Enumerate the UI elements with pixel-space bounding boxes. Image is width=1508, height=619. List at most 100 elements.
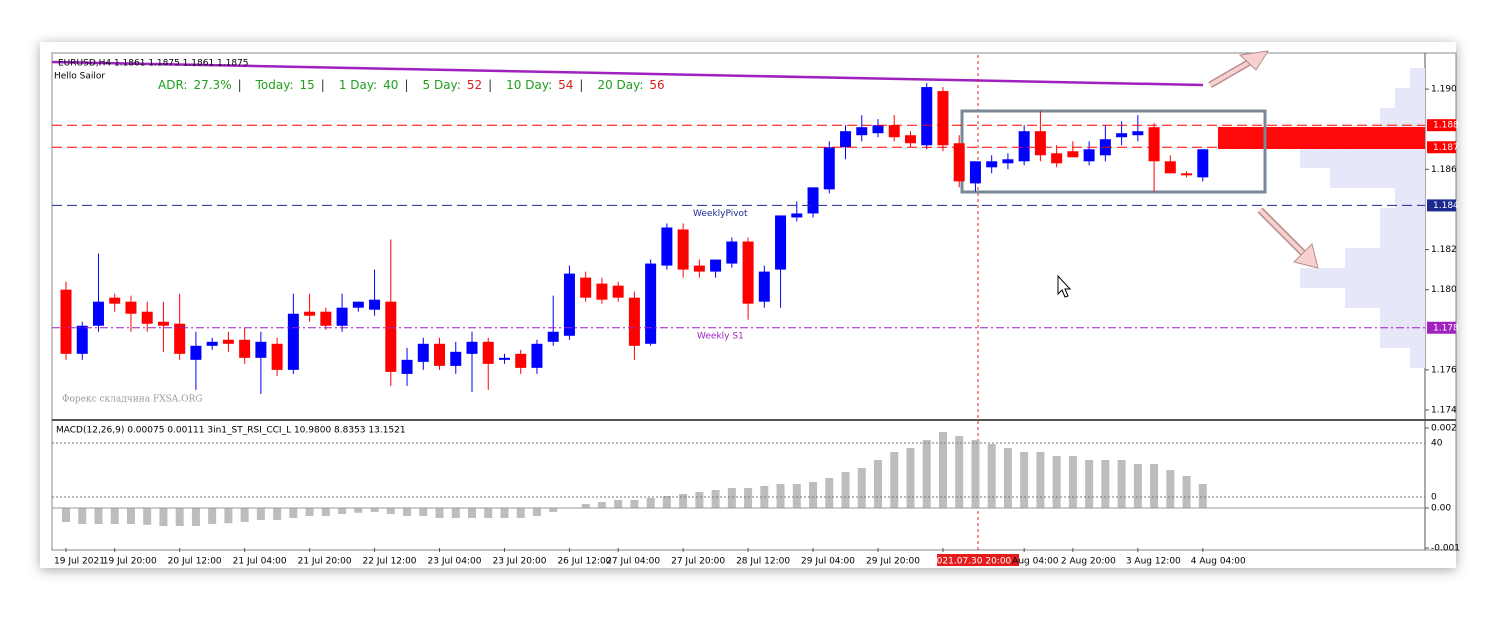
histogram-bar (987, 444, 996, 508)
histogram-bar (792, 484, 801, 508)
candle-body (141, 311, 153, 324)
candle-body (60, 289, 72, 354)
candle-body (693, 265, 705, 272)
candle-body (222, 339, 234, 344)
stat-separator: | (404, 78, 409, 92)
candle-body (304, 311, 316, 316)
candle-body (742, 241, 754, 304)
histogram-bar (208, 508, 217, 524)
y-tick-label: -0.001 (1431, 544, 1460, 554)
x-tick-label: 21 Jul 20:00 (298, 557, 352, 567)
candle-body (953, 143, 965, 182)
histogram-bar (224, 508, 233, 524)
histogram-bar (776, 484, 785, 508)
candle-body (287, 313, 299, 370)
histogram-bar (1101, 460, 1110, 508)
histogram-bar (289, 508, 298, 518)
stat-label: 20 Day: (597, 78, 644, 92)
histogram-bar (922, 440, 931, 508)
stat-separator: | (579, 78, 584, 92)
candle-body (677, 229, 689, 270)
histogram-bar (338, 508, 347, 514)
x-tick-label: 2 Aug 20:00 (1061, 557, 1116, 567)
histogram-bar (646, 498, 655, 508)
histogram-bar (500, 508, 509, 518)
candle-body (450, 351, 462, 366)
stat-value: 40 (383, 78, 399, 92)
candle-body (466, 341, 478, 354)
histogram-bar (386, 508, 395, 514)
histogram-bar (841, 472, 850, 508)
y2-tick-label: 40 (1431, 439, 1443, 449)
chart-title: EURUSD,H4 1.1861 1.1875 1.1861 1.1875 (58, 59, 249, 69)
candle-body (563, 273, 575, 336)
histogram-bar (1166, 470, 1175, 508)
stat-label: ADR: (158, 78, 188, 92)
adr-stats: ADR: 27.3% | Today: 15 | 1 Day: 40 | 5 Day: 52 | 10 … (158, 78, 671, 92)
candle-body (174, 323, 186, 354)
plot (52, 83, 1425, 526)
histogram-bar (744, 488, 753, 508)
histogram-bar (938, 432, 947, 508)
arrow-up (1208, 50, 1270, 89)
candle-body (401, 359, 413, 374)
candle-body (531, 343, 543, 368)
x-tick-label: Aug 04:00 (1012, 557, 1059, 567)
candle-body (840, 131, 852, 148)
histogram-bar (955, 436, 964, 508)
candle-body (937, 91, 949, 146)
candle-body (661, 227, 673, 266)
candle-body (969, 161, 981, 184)
stat-separator: | (488, 78, 493, 92)
y-tick-label: 1.186 (1431, 165, 1457, 175)
candle-body (125, 301, 137, 314)
candle-body (109, 297, 121, 304)
candle-body (92, 301, 104, 326)
stat-value: 52 (466, 78, 483, 92)
stat-value: 15 (299, 78, 315, 92)
candle-body (515, 353, 527, 368)
candle-body (239, 339, 251, 358)
x-tick-label: 20 Jul 12:00 (168, 557, 222, 567)
level-label-box (1427, 199, 1456, 212)
candle-body (1051, 153, 1063, 164)
candle-body (872, 125, 884, 134)
y-tick-label: 1.182 (1431, 245, 1457, 255)
candle-body (726, 241, 738, 264)
histogram-bar (1036, 452, 1045, 508)
candle-body (157, 321, 169, 326)
stat-label: 1 Day: (338, 78, 378, 92)
histogram-bar (354, 508, 363, 513)
arrow-down (1257, 207, 1319, 269)
candle-body (645, 263, 657, 344)
histogram-bar (321, 508, 330, 516)
histogram-bar (435, 508, 444, 518)
histogram-bar (1182, 476, 1191, 508)
y-tick-label: 1.180 (1431, 285, 1457, 295)
candle-body (369, 299, 381, 310)
stat-separator: | (237, 78, 242, 92)
level-label-box (1427, 119, 1456, 132)
histogram-bar (1150, 464, 1159, 508)
histogram-bar (1117, 460, 1126, 508)
histogram-bar (516, 508, 525, 518)
histogram-bar (62, 508, 70, 522)
histogram-bar (971, 440, 980, 508)
y-tick-label: 0.00 (1431, 504, 1451, 514)
x-tick-label: 19 Jul 2021 (54, 557, 105, 567)
candle-body (1197, 149, 1209, 178)
histogram-bar (159, 508, 168, 526)
candle-body (352, 301, 364, 308)
candle-body (1181, 173, 1193, 176)
candle-body (807, 187, 819, 214)
x-tick-label: 4 Aug 04:00 (1191, 557, 1246, 567)
trend-line (51, 60, 1204, 87)
candle-body (1018, 131, 1030, 162)
candle-body (271, 343, 283, 370)
level-label: 1.184 (1433, 201, 1459, 211)
x-tick-label: 21 Jul 04:00 (233, 557, 287, 567)
y-tick-label: 1.190 (1431, 85, 1457, 95)
x-tick-label: 29 Jul 04:00 (801, 557, 855, 567)
